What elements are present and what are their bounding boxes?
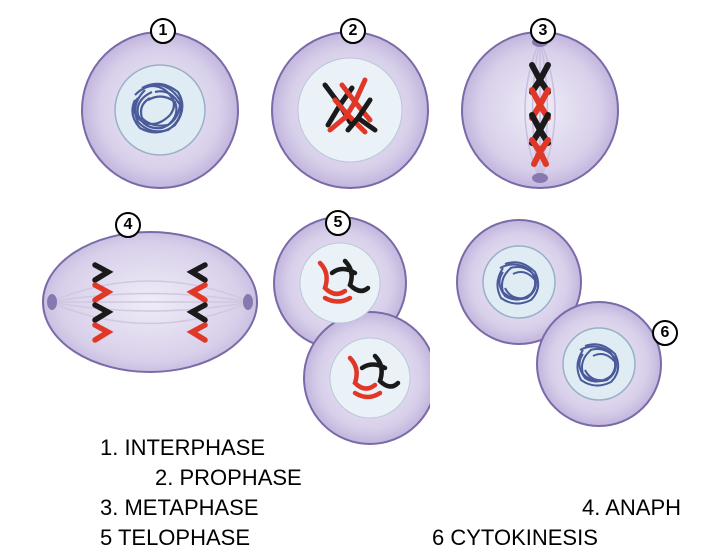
badge-1: 1 [150, 18, 176, 44]
badge-4: 4 [115, 212, 141, 238]
badge-2-text: 2 [349, 22, 358, 40]
cell-anaphase [40, 230, 260, 375]
cell-telophase [270, 213, 430, 453]
cell-cytokinesis-b [535, 300, 663, 428]
label-cytokinesis: 6 CYTOKINESIS [432, 525, 598, 551]
label-telophase: 5 TELOPHASE [100, 525, 250, 551]
badge-6-text: 6 [661, 324, 670, 342]
cell-interphase [80, 30, 240, 190]
label-metaphase: 3. METAPHASE [100, 495, 259, 521]
badge-6: 6 [652, 320, 678, 346]
badge-3: 3 [530, 18, 556, 44]
badge-4-text: 4 [124, 216, 133, 234]
badge-5-text: 5 [334, 214, 343, 232]
badge-2: 2 [340, 18, 366, 44]
mitosis-diagram: 1 2 [0, 0, 720, 430]
label-interphase: 1. INTERPHASE [100, 435, 265, 461]
cell-metaphase [460, 30, 620, 190]
label-anaphase: 4. ANAPH [582, 495, 681, 521]
badge-3-text: 3 [539, 22, 548, 40]
badge-1-text: 1 [159, 22, 168, 40]
label-prophase: 2. PROPHASE [155, 465, 302, 491]
cell-prophase [270, 30, 430, 190]
badge-5: 5 [325, 210, 351, 236]
